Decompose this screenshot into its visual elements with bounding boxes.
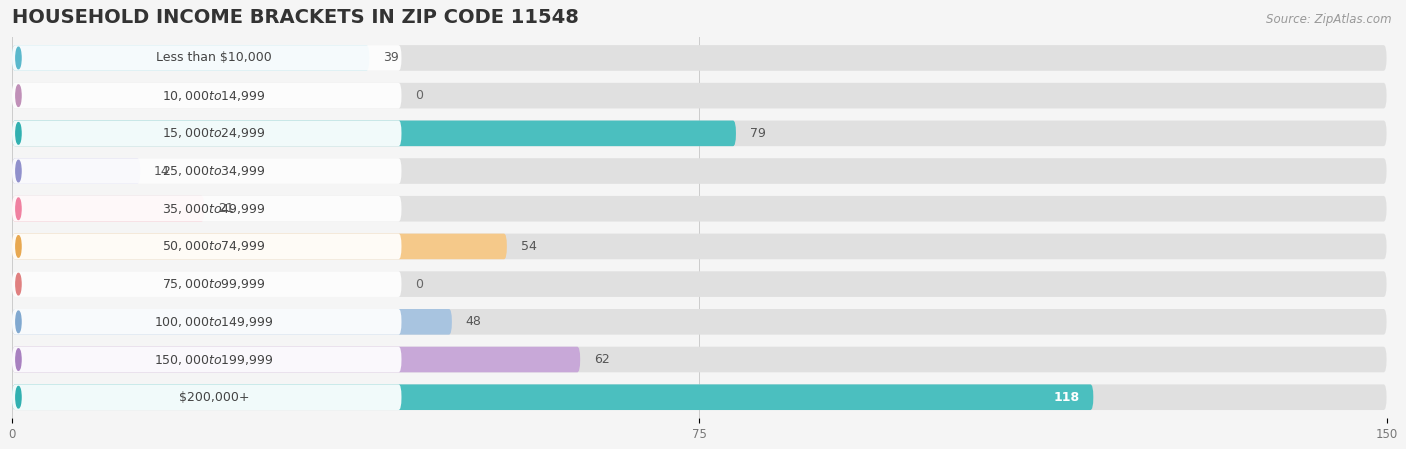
Text: 0: 0: [415, 277, 423, 291]
Circle shape: [15, 123, 21, 144]
FancyBboxPatch shape: [13, 196, 1386, 221]
FancyBboxPatch shape: [13, 233, 506, 259]
FancyBboxPatch shape: [13, 158, 1386, 184]
FancyBboxPatch shape: [13, 309, 451, 335]
FancyBboxPatch shape: [13, 233, 402, 259]
FancyBboxPatch shape: [13, 196, 204, 221]
Text: $200,000+: $200,000+: [179, 391, 249, 404]
Text: 21: 21: [218, 202, 233, 215]
Text: $15,000 to $24,999: $15,000 to $24,999: [162, 126, 266, 141]
FancyBboxPatch shape: [13, 309, 402, 335]
FancyBboxPatch shape: [13, 158, 141, 184]
Text: 14: 14: [155, 164, 170, 177]
Text: $35,000 to $49,999: $35,000 to $49,999: [162, 202, 266, 216]
Circle shape: [15, 85, 21, 106]
Circle shape: [15, 160, 21, 182]
FancyBboxPatch shape: [13, 271, 402, 297]
FancyBboxPatch shape: [13, 309, 1386, 335]
Text: 54: 54: [520, 240, 537, 253]
FancyBboxPatch shape: [13, 347, 402, 372]
Text: Source: ZipAtlas.com: Source: ZipAtlas.com: [1267, 13, 1392, 26]
FancyBboxPatch shape: [13, 83, 1386, 109]
FancyBboxPatch shape: [13, 45, 370, 71]
Circle shape: [15, 47, 21, 69]
Text: 39: 39: [384, 52, 399, 65]
FancyBboxPatch shape: [13, 45, 402, 71]
FancyBboxPatch shape: [13, 120, 735, 146]
FancyBboxPatch shape: [13, 45, 1386, 71]
Text: 48: 48: [465, 315, 481, 328]
FancyBboxPatch shape: [13, 384, 1094, 410]
Text: $75,000 to $99,999: $75,000 to $99,999: [162, 277, 266, 291]
Circle shape: [15, 387, 21, 408]
FancyBboxPatch shape: [13, 158, 402, 184]
Text: $150,000 to $199,999: $150,000 to $199,999: [155, 352, 274, 366]
Text: HOUSEHOLD INCOME BRACKETS IN ZIP CODE 11548: HOUSEHOLD INCOME BRACKETS IN ZIP CODE 11…: [13, 9, 579, 27]
Circle shape: [15, 349, 21, 370]
FancyBboxPatch shape: [13, 384, 1386, 410]
FancyBboxPatch shape: [13, 384, 402, 410]
Circle shape: [15, 311, 21, 333]
Text: $100,000 to $149,999: $100,000 to $149,999: [155, 315, 274, 329]
Text: 118: 118: [1053, 391, 1080, 404]
Text: Less than $10,000: Less than $10,000: [156, 52, 271, 65]
FancyBboxPatch shape: [13, 233, 1386, 259]
FancyBboxPatch shape: [13, 347, 1386, 372]
Text: 0: 0: [415, 89, 423, 102]
Text: 79: 79: [749, 127, 765, 140]
FancyBboxPatch shape: [13, 83, 402, 109]
FancyBboxPatch shape: [13, 120, 1386, 146]
Text: 62: 62: [593, 353, 610, 366]
FancyBboxPatch shape: [13, 120, 402, 146]
Text: $10,000 to $14,999: $10,000 to $14,999: [162, 88, 266, 103]
Text: $50,000 to $74,999: $50,000 to $74,999: [162, 239, 266, 253]
Circle shape: [15, 198, 21, 220]
FancyBboxPatch shape: [13, 196, 402, 221]
FancyBboxPatch shape: [13, 347, 581, 372]
Circle shape: [15, 236, 21, 257]
FancyBboxPatch shape: [13, 271, 1386, 297]
Circle shape: [15, 273, 21, 295]
Text: $25,000 to $34,999: $25,000 to $34,999: [162, 164, 266, 178]
